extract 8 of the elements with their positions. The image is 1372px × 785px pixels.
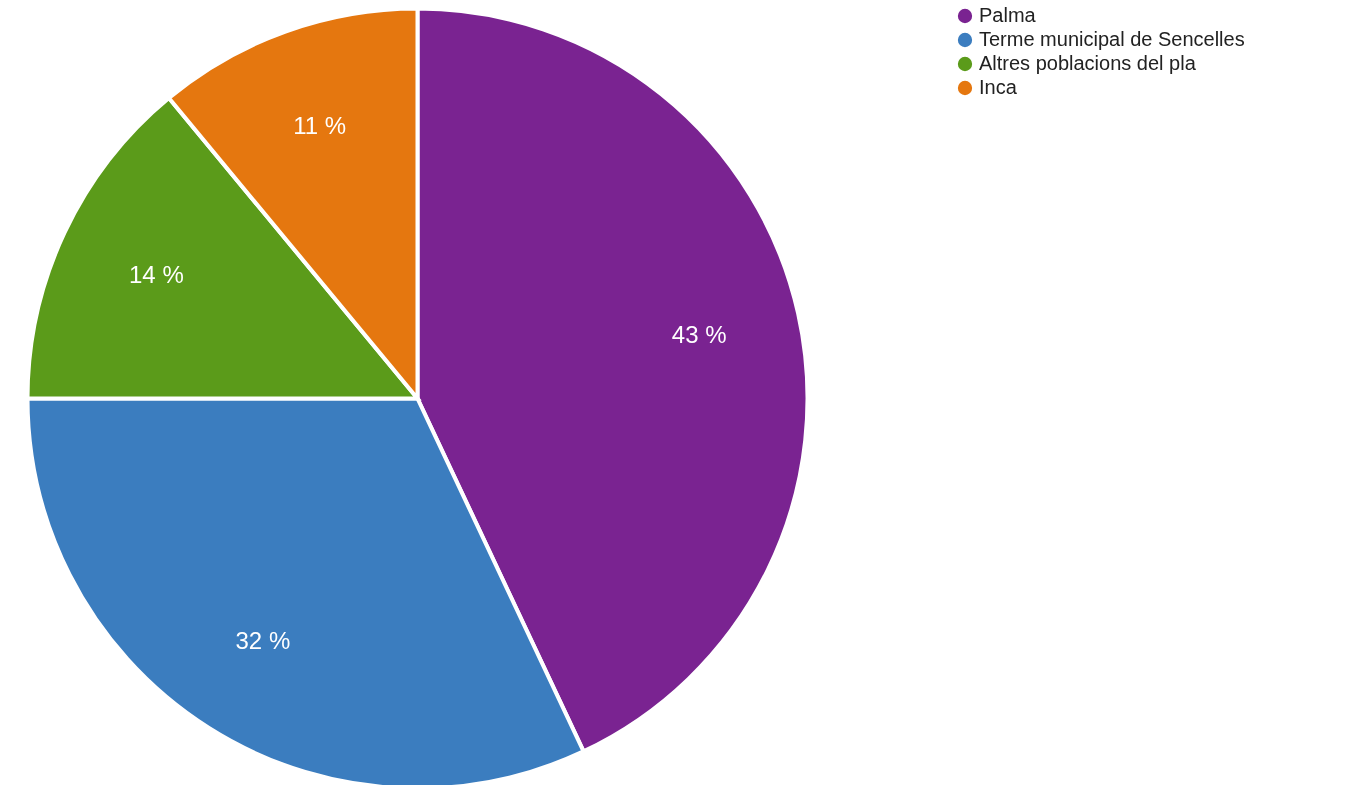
legend-label: Inca — [979, 76, 1018, 98]
legend-label: Palma — [979, 4, 1037, 26]
data-label: 11 % — [293, 111, 347, 139]
data-label: 43 % — [671, 320, 727, 348]
data-label: 32 % — [235, 627, 291, 655]
data-label: 14 % — [129, 260, 184, 288]
legend-label: Terme municipal de Sencelles — [979, 28, 1245, 50]
legend-label: Altres poblacions del pla — [979, 52, 1197, 74]
